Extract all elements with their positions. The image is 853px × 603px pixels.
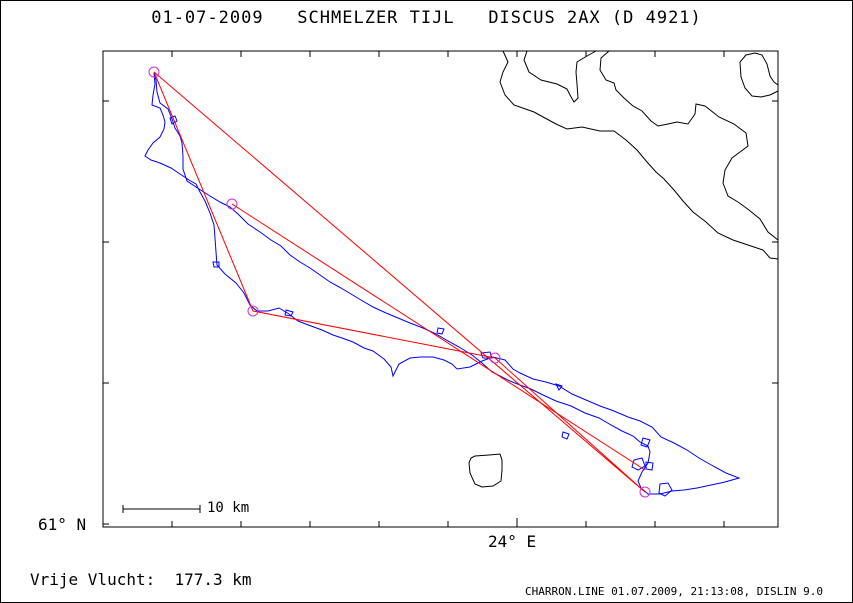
scale-bar <box>122 505 201 513</box>
free-flight-label: Vrije Vlucht: <box>30 570 156 589</box>
left-axis-ticks <box>103 100 109 525</box>
turnpoint-2 <box>247 305 259 317</box>
flight-title: 01-07-2009 SCHMELZER TIJL DISCUS 2AX (D … <box>0 8 853 28</box>
track-loop-9 <box>645 461 654 471</box>
coastline-right-edge <box>739 52 779 98</box>
turnpoint-start <box>148 66 160 78</box>
track-loop-10 <box>658 482 673 497</box>
coastline-main <box>499 50 779 260</box>
coastline-upper-right <box>599 50 779 241</box>
track-loop-4 <box>436 327 445 335</box>
free-flight-distance: 177.3 km <box>174 570 252 589</box>
latitude-label: 61° N <box>38 515 87 534</box>
turnpoint-3 <box>489 352 501 364</box>
task-leg-mid <box>231 203 646 471</box>
scale-label: 10 km <box>207 500 250 516</box>
flight-track-line <box>144 72 741 495</box>
track-loop-3 <box>284 309 294 317</box>
top-axis-ticks <box>171 51 725 57</box>
task-polyline <box>153 71 646 493</box>
track-loop-2 <box>212 261 220 268</box>
flight-track <box>144 72 741 497</box>
flight-date: 01-07-2009 <box>151 8 264 28</box>
bottom-axis-ticks <box>171 518 725 527</box>
glider-name: DISCUS 2AX (D 4921) <box>488 8 702 28</box>
track-loop-11 <box>640 437 651 448</box>
track-loop-5 <box>480 351 493 359</box>
coastlines <box>468 50 779 488</box>
coastline-inlet <box>523 50 597 103</box>
track-loop-1 <box>169 115 178 125</box>
island <box>468 453 503 488</box>
map-frame <box>102 50 779 528</box>
turnpoint-4 <box>639 486 651 498</box>
right-axis-ticks <box>772 100 778 384</box>
pilot-name: SCHMELZER TIJL <box>297 8 455 28</box>
track-loop-6 <box>555 383 563 391</box>
free-flight-summary: Vrije Vlucht: 177.3 km <box>30 570 252 589</box>
longitude-label: 24° E <box>488 532 537 551</box>
footer-credit: CHARRON.LINE 01.07.2009, 21:13:08, DISLI… <box>524 585 823 598</box>
turnpoints <box>148 66 651 498</box>
task-legs <box>153 71 646 493</box>
track-loop-7 <box>561 431 570 440</box>
turnpoint-1 <box>226 198 238 210</box>
